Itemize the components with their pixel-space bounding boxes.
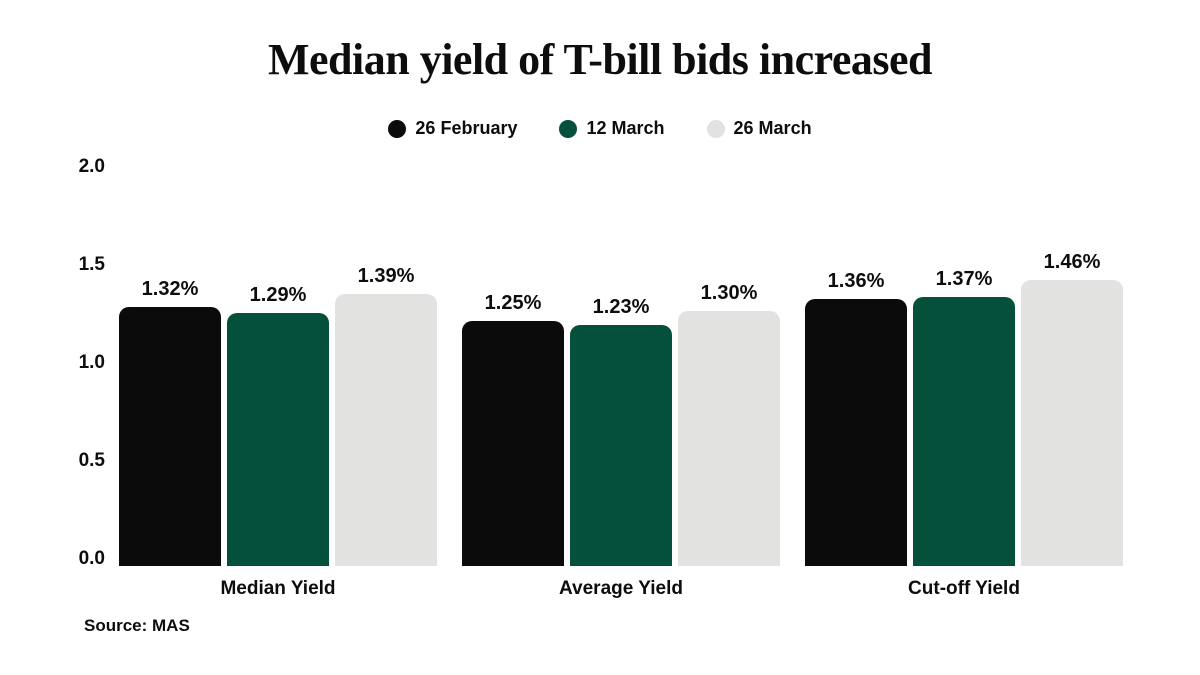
source-note: Source: MAS: [84, 616, 190, 635]
bar-value-label-12-march-cut-off-yield: 1.37%: [935, 268, 993, 290]
x-axis-label-median-yield: Median Yield: [220, 578, 336, 599]
y-axis-tick-label-2-0: 2.0: [78, 156, 105, 177]
bar-value-label-26-march-cut-off-yield: 1.46%: [1043, 251, 1101, 273]
y-axis-tick-label-0-5: 0.5: [78, 450, 105, 471]
legend-dot-icon: [388, 119, 407, 138]
legend-label: 26 February: [415, 118, 518, 138]
chart-title: Median yield of T-bill bids increased: [267, 35, 933, 84]
bar-value-label-26-february-average-yield: 1.25%: [484, 292, 542, 314]
bar-value-label-26-february-cut-off-yield: 1.36%: [827, 270, 885, 292]
legend: 26 February 12 March 26 March: [0, 118, 1200, 139]
bar-26-february-median-yield: [119, 307, 221, 566]
y-axis-tick-label-1-0: 1.0: [78, 352, 105, 373]
bar-26-march-cut-off-yield: [1021, 280, 1123, 566]
bar-value-label-26-february-median-yield: 1.32%: [141, 278, 199, 300]
legend-dot-icon: [559, 119, 578, 138]
legend-dot-icon: [706, 119, 725, 138]
bar-26-february-cut-off-yield: [805, 299, 907, 566]
bar-26-march-median-yield: [335, 294, 437, 566]
bar-26-february-average-yield: [462, 321, 564, 566]
bar-value-label-26-march-average-yield: 1.30%: [700, 282, 758, 304]
x-axis-label-cut-off-yield: Cut-off Yield: [908, 578, 1020, 599]
y-axis-tick-label-1-5: 1.5: [78, 254, 105, 275]
legend-label: 26 March: [733, 118, 812, 138]
bar-12-march-average-yield: [570, 325, 672, 566]
bar-value-label-12-march-median-yield: 1.29%: [249, 284, 307, 306]
bar-value-label-12-march-average-yield: 1.23%: [592, 296, 650, 318]
y-axis-tick-label-0-0: 0.0: [78, 548, 105, 569]
legend-item-12-march: 12 March: [559, 118, 665, 139]
bar-12-march-cut-off-yield: [913, 297, 1015, 566]
x-axis-label-average-yield: Average Yield: [559, 578, 683, 599]
bar-value-label-26-march-median-yield: 1.39%: [357, 265, 415, 287]
legend-item-26-february: 26 February: [388, 118, 517, 139]
bar-26-march-average-yield: [678, 311, 780, 566]
legend-item-26-march: 26 March: [706, 118, 812, 139]
bar-12-march-median-yield: [227, 313, 329, 566]
legend-label: 12 March: [586, 118, 665, 138]
